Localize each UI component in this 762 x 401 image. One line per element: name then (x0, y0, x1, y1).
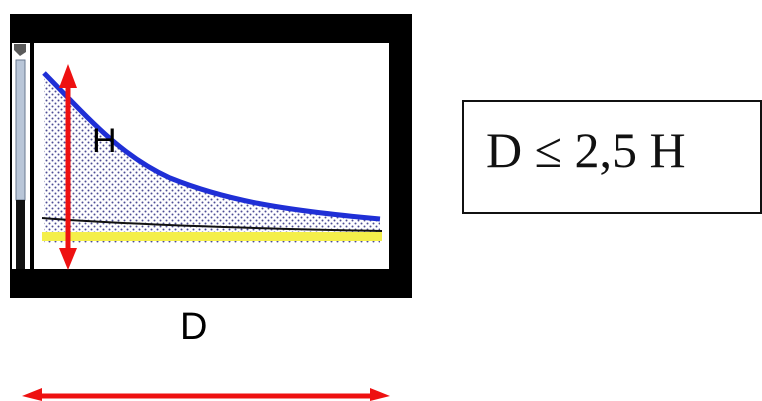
height-curve (42, 71, 381, 222)
ground-band (42, 232, 382, 241)
shaded-region (44, 73, 380, 243)
sidebar-dark-bottom (16, 200, 25, 269)
formula-box: D ≤ 2,5 H (462, 100, 762, 214)
formula-text: D ≤ 2,5 H (486, 122, 686, 178)
horizontal-arrow-head-left (22, 388, 42, 401)
horizontal-arrow-head-right (370, 388, 390, 401)
vertical-arrow-head-top (59, 64, 77, 88)
corner-icon (14, 44, 26, 56)
distance-label: D (180, 306, 208, 348)
vertical-arrow-head-bottom (59, 248, 77, 270)
height-label: H (92, 122, 117, 160)
black-line (41, 217, 383, 232)
sidebar-bar (15, 59, 26, 201)
